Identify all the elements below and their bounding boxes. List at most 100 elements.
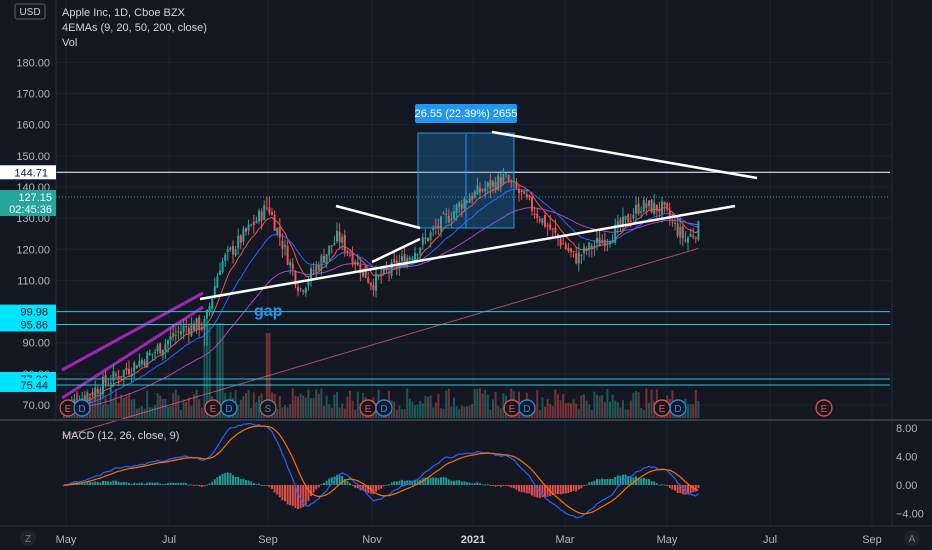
level-label-bg <box>0 317 56 332</box>
macd-histogram-bar <box>505 485 507 486</box>
macd-histogram-bar <box>190 484 193 486</box>
candle-body <box>362 268 364 277</box>
volume-bar <box>590 409 593 418</box>
time-axis[interactable]: May Jul Sep Nov 2021 Mar May Jul Sep <box>56 534 882 546</box>
price-axis[interactable]: 70.0080.0090.00100.00110.00120.00130.001… <box>16 57 50 412</box>
volume-bar <box>492 399 494 418</box>
volume-bar <box>115 389 117 418</box>
volume-bar <box>468 405 471 418</box>
volume-bar <box>557 394 559 418</box>
candle-body <box>102 377 104 395</box>
macd-histogram-bar <box>317 485 320 488</box>
candle-body <box>367 277 370 283</box>
volume-bar <box>177 395 180 418</box>
volume-bar <box>645 388 648 418</box>
log-scale-button[interactable]: Z <box>25 534 31 545</box>
macd-histogram-bar <box>125 482 128 485</box>
candle-body <box>414 252 416 261</box>
macd-histogram-bar <box>471 483 474 485</box>
macd-histogram-bar <box>276 485 279 495</box>
macd-histogram-bar <box>234 476 237 485</box>
volume-bar <box>562 393 565 418</box>
ema-legend[interactable]: 4EMAs (9, 20, 50, 200, close) <box>62 22 207 34</box>
macd-histogram-bar <box>577 485 580 490</box>
candle-body <box>224 254 227 262</box>
volume-bar <box>689 404 692 418</box>
macd-histogram-bar <box>286 485 289 505</box>
macd-histogram-bar <box>624 474 627 485</box>
candle-body <box>206 309 208 319</box>
macd-histogram-bar <box>619 475 622 485</box>
macd-histogram-bar <box>81 483 84 485</box>
volume-bar <box>622 400 624 418</box>
macd-histogram-bar <box>557 485 559 494</box>
candle-body <box>133 362 136 372</box>
macd-histogram-bar <box>518 485 520 492</box>
volume-bar <box>445 390 448 418</box>
macd-histogram-bar <box>671 485 674 490</box>
macd-histogram-bar <box>346 481 349 485</box>
candle-body <box>655 204 658 212</box>
macd-histogram-bar <box>411 480 414 485</box>
volume-bar <box>310 398 312 418</box>
volume-bar <box>312 397 315 418</box>
symbol-title[interactable]: Apple Inc, 1D, Cboe BZX <box>62 7 185 19</box>
macd-histogram-bar <box>489 485 492 486</box>
macd-histogram-bar <box>258 483 260 485</box>
macd-histogram-bar <box>356 485 359 489</box>
volume-bar <box>588 404 591 418</box>
volume-bar <box>489 409 492 418</box>
candle-body <box>616 221 619 226</box>
macd-histogram-bar <box>338 475 341 485</box>
volume-bar <box>112 399 115 418</box>
auto-scale-button[interactable]: A <box>909 534 916 545</box>
event-marker: D <box>518 399 536 417</box>
candle-body <box>502 174 505 185</box>
axis-button-right[interactable]: A <box>904 530 920 546</box>
macd-histogram-bar <box>187 484 190 486</box>
candle-body <box>369 282 372 286</box>
macd-histogram-bar <box>284 485 286 502</box>
candle-body <box>190 323 193 336</box>
volume-bar <box>289 404 292 418</box>
candle-body <box>622 216 624 227</box>
macd-legend[interactable]: MACD (12, 26, close, 9) <box>62 430 180 442</box>
axis-button-left[interactable]: Z <box>20 530 36 546</box>
volume-bar <box>117 402 120 418</box>
candle-body <box>570 248 572 252</box>
volume-bar <box>161 399 164 418</box>
volume-bar <box>128 393 130 418</box>
macd-histogram-bar <box>473 483 476 485</box>
candle-body <box>419 247 422 255</box>
candle-body <box>208 306 211 312</box>
macd-histogram-bar <box>107 481 110 485</box>
time-tick-label: Sep <box>862 534 882 546</box>
volume-bar <box>307 389 310 418</box>
volume-bar <box>406 388 409 418</box>
macd-axis[interactable]: 8.00 4.00 0.00 −4.00 <box>896 423 924 520</box>
time-tick-label: Nov <box>362 534 382 546</box>
candle-body <box>245 228 247 232</box>
macd-histogram-bar <box>572 485 575 491</box>
volume-bar <box>180 409 182 418</box>
candle-body <box>221 261 224 273</box>
candle-body <box>284 244 286 248</box>
volume-bar <box>94 394 97 418</box>
macd-histogram-bar <box>622 474 624 485</box>
macd-histogram-bar <box>601 478 604 485</box>
macd-histogram-bar <box>385 484 388 486</box>
macd-histogram-bar <box>455 480 458 485</box>
macd-histogram-bar <box>694 485 697 492</box>
macd-histogram-bar <box>395 481 398 485</box>
candle-body <box>640 211 643 214</box>
volume-bar <box>193 394 195 418</box>
candle-body <box>572 250 575 252</box>
event-marker-circle <box>73 399 91 417</box>
macd-histogram-bar <box>336 474 338 485</box>
candle-body <box>330 245 333 247</box>
price-tick-label: 70.00 <box>22 400 50 412</box>
volume-legend[interactable]: Vol <box>62 37 78 49</box>
volume-bar <box>471 403 474 418</box>
time-tick-label: Jul <box>162 534 176 546</box>
